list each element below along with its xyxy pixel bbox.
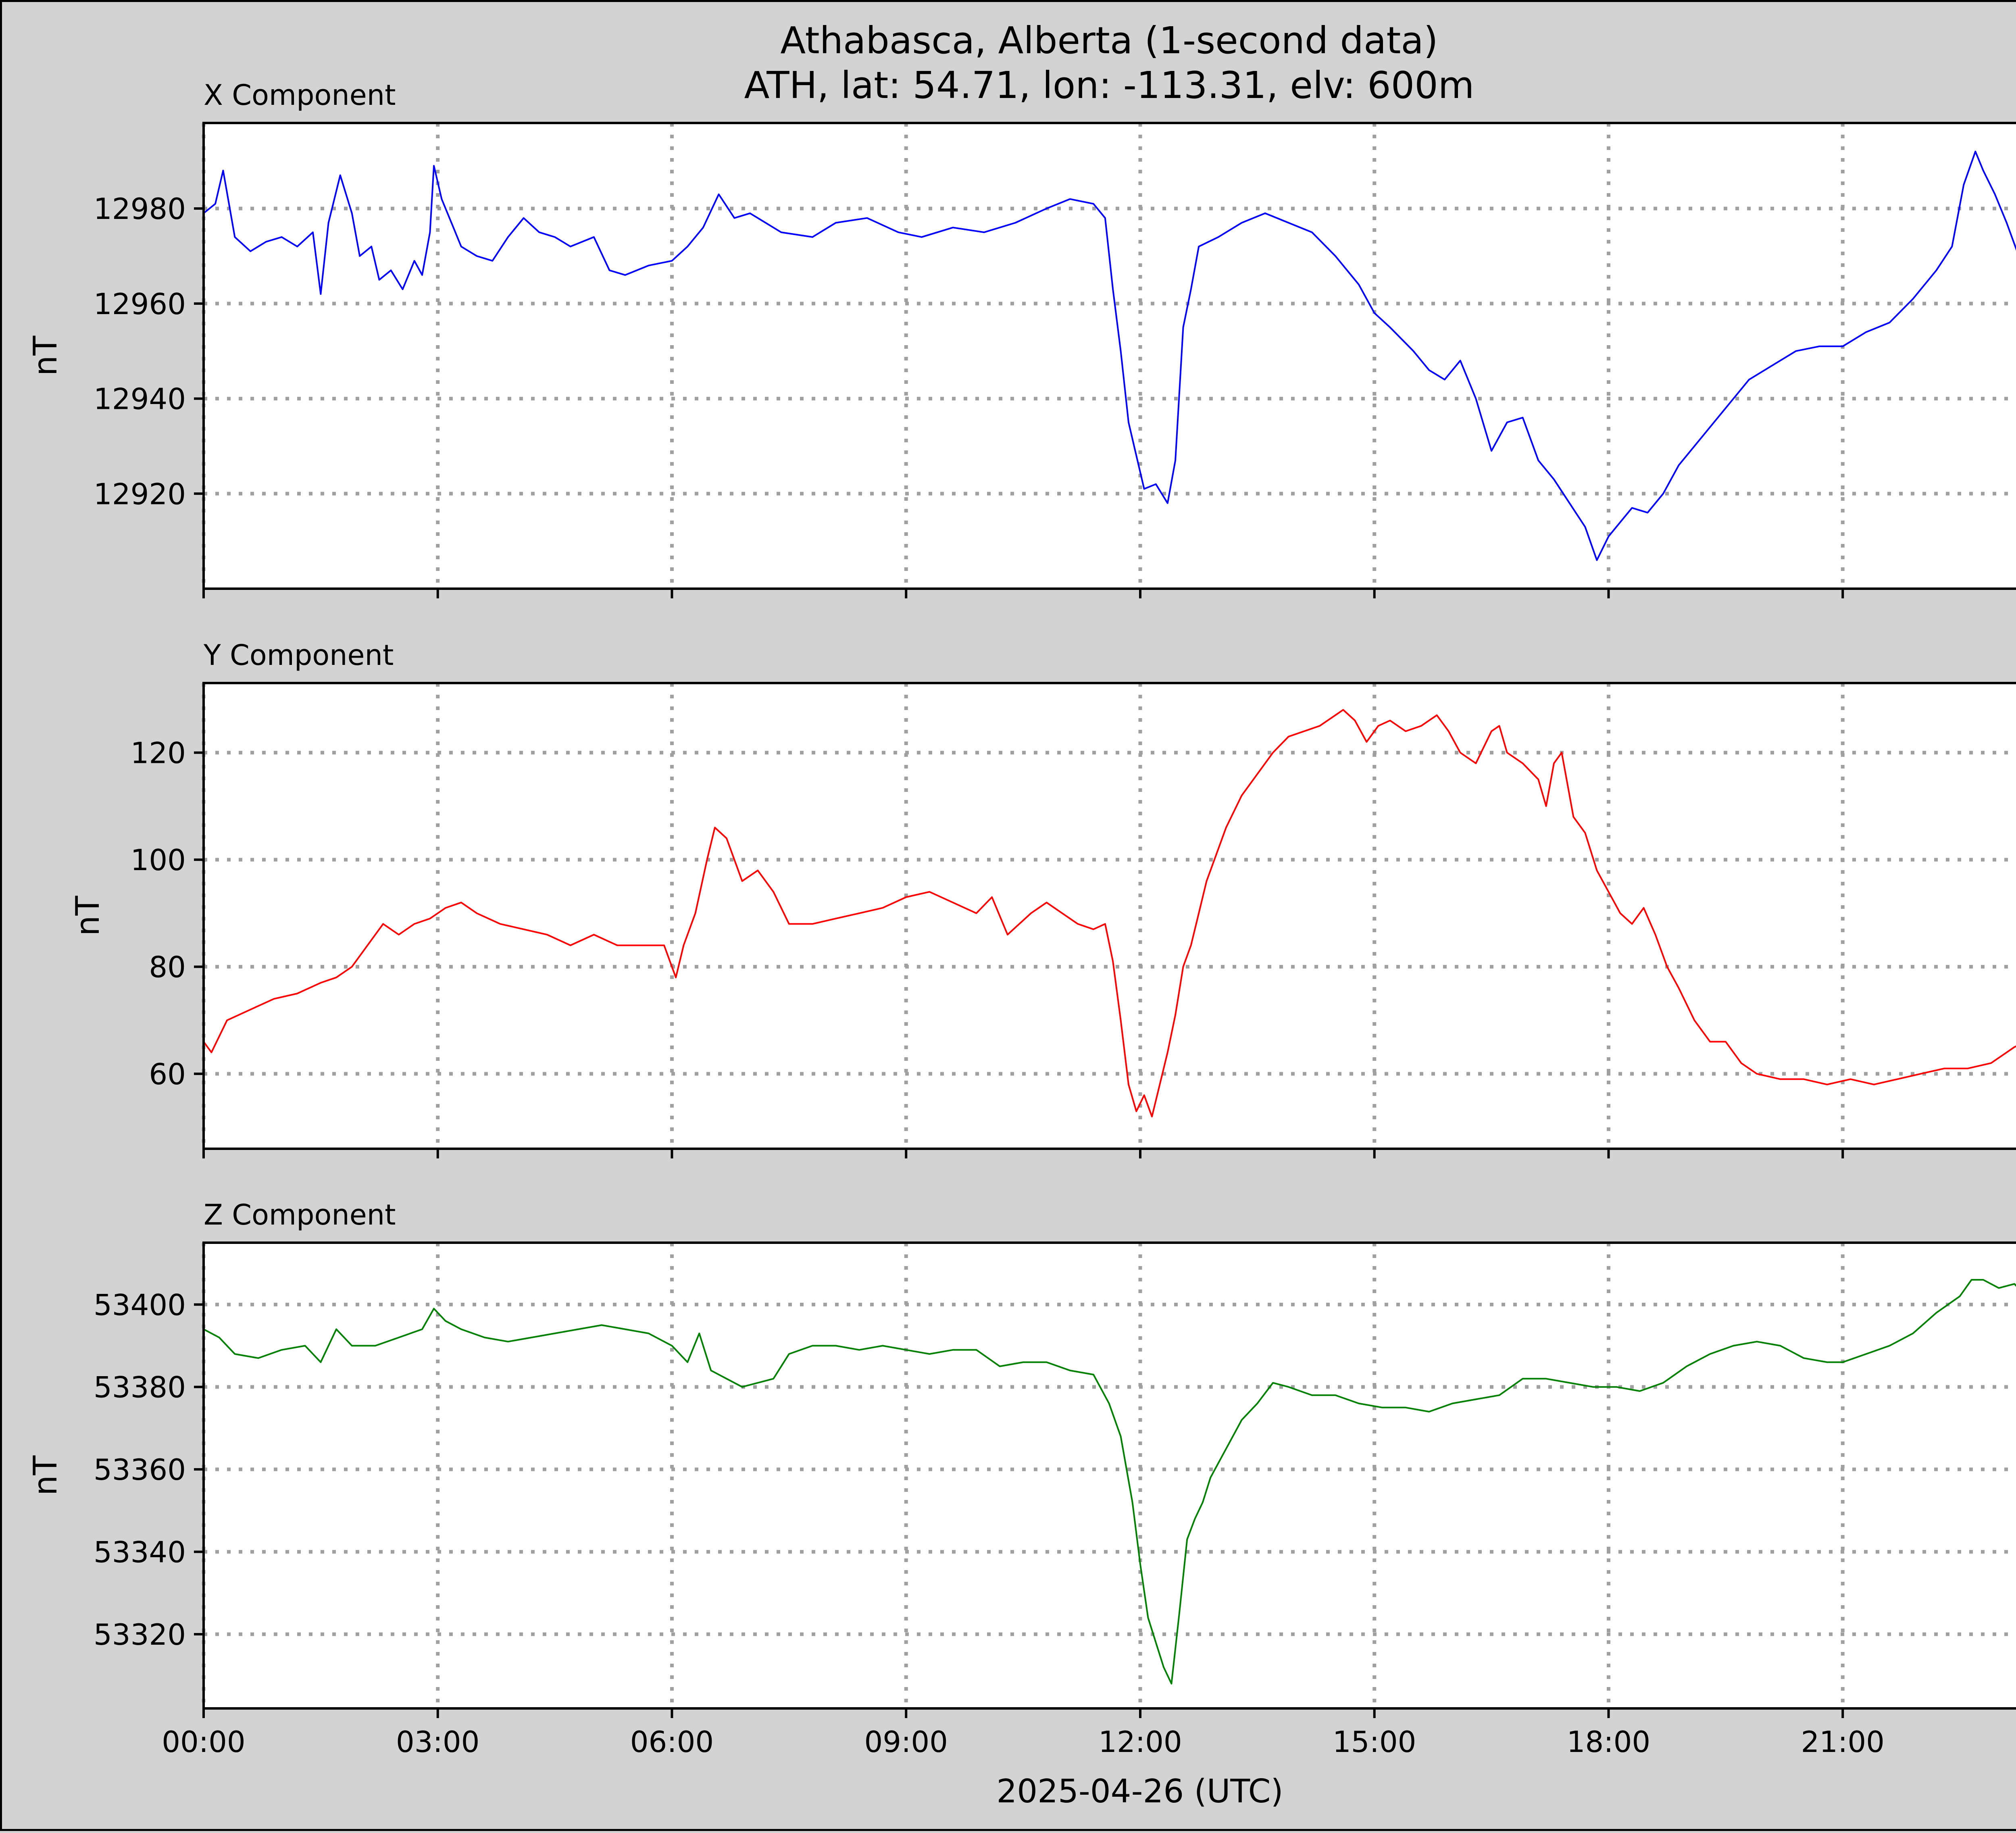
y-axis-label: nT	[27, 1455, 64, 1496]
panel-title: Z Component	[204, 1198, 396, 1231]
y-axis-label: nT	[27, 335, 64, 376]
y-axis-label: nT	[69, 896, 106, 936]
y-tick-label: 12920	[94, 477, 186, 511]
plot-area	[202, 1241, 2016, 1710]
x-axis-label: 2025-04-26 (UTC)	[996, 1773, 1283, 1810]
panel-title: Y Component	[203, 639, 394, 672]
y-tick-label: 12980	[94, 192, 186, 226]
y-axis: 12920 12940 12960 12980	[94, 192, 204, 511]
y-tick-label: 60	[149, 1057, 186, 1091]
y-tick-label: 53360	[94, 1453, 186, 1487]
y-tick-label: 12940	[94, 382, 186, 416]
x-tick-label: 15:00	[1333, 1725, 1416, 1759]
y-component-panel: 60 80 100 120 Y Component nT	[69, 639, 2016, 1158]
plot-area	[202, 122, 2016, 590]
x-axis	[202, 589, 1844, 598]
y-axis: 53320 53340 53360 53380 53400	[94, 1288, 204, 1652]
y-tick-label: 100	[131, 843, 186, 877]
figure-title-line2: ATH, lat: 54.71, lon: -113.31, elv: 600m	[744, 64, 1475, 107]
x-tick-label: 21:00	[1801, 1725, 1885, 1759]
y-tick-label: 80	[149, 950, 186, 984]
x-tick-label: 03:00	[396, 1725, 480, 1759]
z-component-series	[203, 1279, 2016, 1685]
y-tick-label: 12960	[94, 287, 186, 321]
y-axis: 60 80 100 120	[131, 736, 204, 1091]
y-tick-label: 53380	[94, 1371, 186, 1404]
x-tick-label: 00:00	[162, 1725, 246, 1759]
grid	[202, 123, 2016, 589]
y-component-series	[203, 709, 2016, 1118]
x-component-panel: 12920 12940 12960 12980 X Component nT	[27, 79, 2016, 598]
y-tick-label: 53400	[94, 1288, 186, 1322]
x-axis	[202, 1149, 1844, 1158]
x-tick-label: 06:00	[630, 1725, 714, 1759]
x-axis: 00:00 03:00 06:00 09:00 12:00 15:00 18:00 21:00	[162, 1708, 1885, 1759]
x-tick-label: 18:00	[1567, 1725, 1651, 1759]
y-tick-label: 53340	[94, 1535, 186, 1569]
figure-title-line1: Athabasca, Alberta (1-second data)	[780, 19, 1438, 62]
x-tick-label: 09:00	[864, 1725, 948, 1759]
x-tick-label: 12:00	[1098, 1725, 1182, 1759]
y-tick-label: 53320	[94, 1618, 186, 1652]
panel-title: X Component	[204, 79, 396, 112]
x-component-series	[203, 150, 2016, 561]
z-component-panel: 53320 53340 53360 53380 53400 00:00 03:00 06:0…	[27, 1198, 2016, 1759]
grid	[202, 683, 2016, 1149]
y-tick-label: 120	[131, 736, 186, 770]
